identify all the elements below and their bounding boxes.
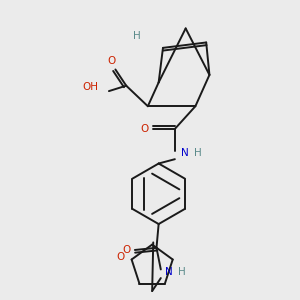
Text: O: O <box>140 124 149 134</box>
Text: O: O <box>122 245 130 255</box>
Text: N: N <box>181 148 189 158</box>
Text: OH: OH <box>82 82 98 92</box>
Text: H: H <box>133 31 141 41</box>
Text: O: O <box>107 56 115 66</box>
Text: H: H <box>194 148 202 158</box>
Text: O: O <box>117 252 125 262</box>
Text: H: H <box>178 267 186 277</box>
Text: N: N <box>165 267 173 277</box>
